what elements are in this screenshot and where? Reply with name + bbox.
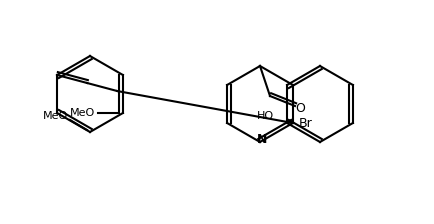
Text: N: N bbox=[256, 133, 266, 146]
Text: Br: Br bbox=[299, 116, 312, 129]
Text: MeO: MeO bbox=[69, 108, 95, 118]
Text: HO: HO bbox=[256, 111, 273, 121]
Text: MeO: MeO bbox=[43, 111, 68, 121]
Text: O: O bbox=[294, 101, 304, 114]
